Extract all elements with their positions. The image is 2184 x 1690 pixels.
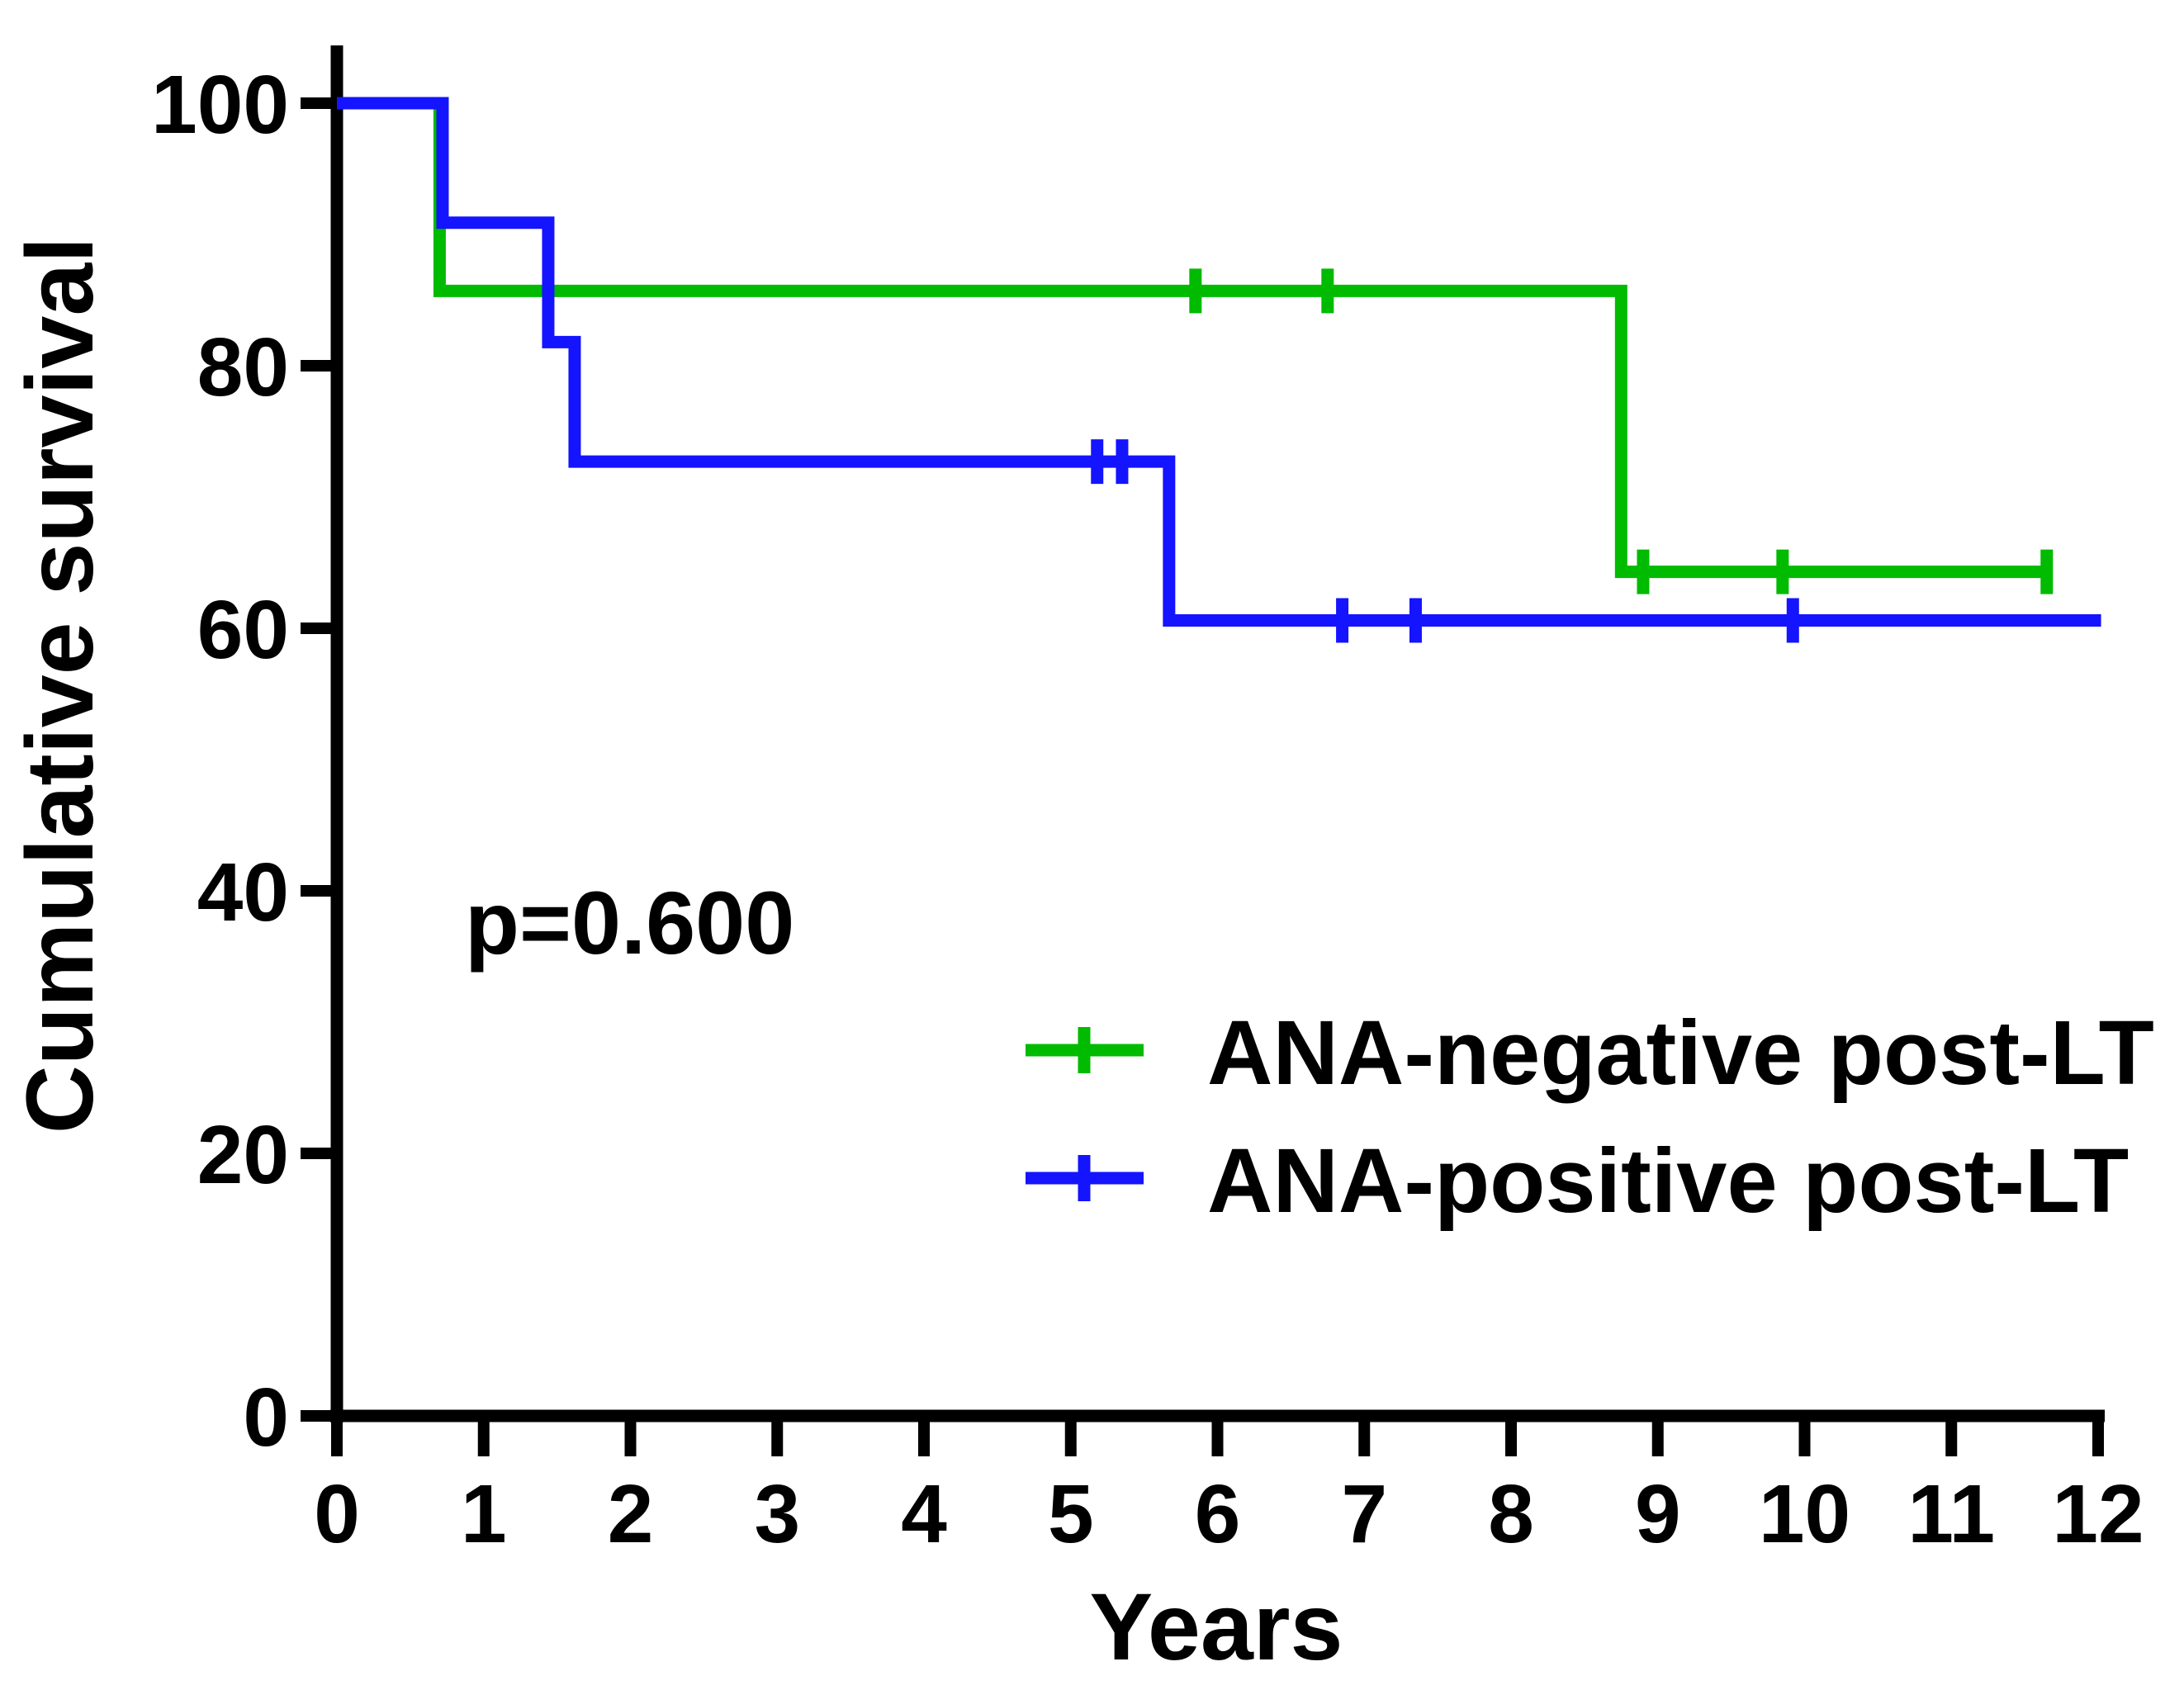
x-tick-label: 11 [1907,1468,1995,1560]
y-axis-title: Cumulative survival [7,237,113,1134]
y-tick-label: 100 [151,59,289,151]
x-axis-title: Years [1090,1574,1343,1680]
x-tick-label: 7 [1341,1468,1387,1560]
legend-item: ANA-positive post-LT [1026,1130,2129,1232]
x-tick-label: 3 [754,1468,800,1560]
x-tick-label: 1 [461,1468,507,1560]
x-tick-label: 0 [314,1468,360,1560]
x-tick-label: 12 [2052,1468,2144,1560]
x-tick-label: 6 [1195,1468,1241,1560]
y-tick-label: 40 [197,846,289,939]
y-tick-label: 0 [243,1371,289,1464]
x-tick-label: 9 [1635,1468,1681,1560]
p-value-annotation: p=0.600 [465,873,794,973]
x-tick-label: 5 [1048,1468,1094,1560]
series-group [337,97,2101,643]
legend-item: ANA-negative post-LT [1026,1002,2154,1104]
legend-label: ANA-positive post-LT [1207,1130,2129,1232]
y-tick-label: 20 [197,1109,289,1201]
x-tick-label: 4 [901,1468,947,1560]
x-tick-label: 10 [1759,1468,1850,1560]
x-tick-label: 2 [608,1468,654,1560]
legend-label: ANA-negative post-LT [1207,1002,2154,1104]
axes-group [301,45,2105,1456]
legend-group: ANA-negative post-LT ANA-positive post-LT [1026,1002,2154,1232]
survival-curve [337,97,2047,579]
x-tick-label: 8 [1488,1468,1534,1560]
y-tick-label: 60 [197,584,289,676]
survival-curve [337,97,2101,627]
y-tick-label: 80 [197,321,289,414]
